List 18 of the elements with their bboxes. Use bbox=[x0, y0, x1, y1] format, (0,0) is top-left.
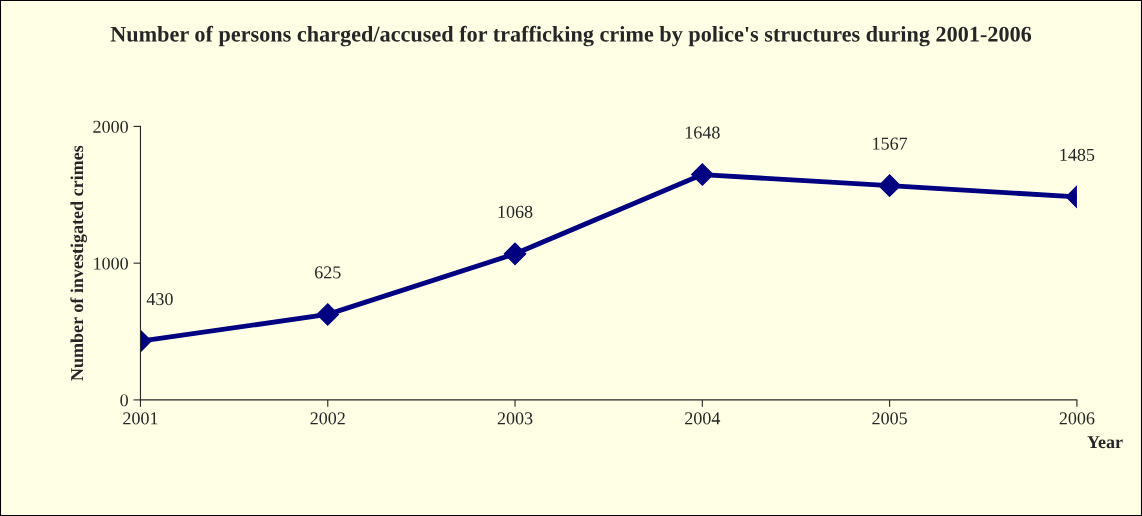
data-label: 1485 bbox=[1060, 148, 1095, 161]
x-tick-label: 2001 bbox=[123, 412, 158, 425]
data-label: 625 bbox=[314, 266, 341, 279]
x-axis-title: Year bbox=[1087, 436, 1123, 449]
x-tick-label: 2005 bbox=[872, 412, 907, 425]
y-tick-label: 2000 bbox=[93, 120, 128, 133]
y-tick-label: 1000 bbox=[94, 257, 128, 270]
data-label: 1648 bbox=[685, 126, 720, 139]
data-label: 1068 bbox=[498, 205, 533, 218]
data-label: 430 bbox=[146, 292, 173, 306]
chart-title: Number of persons charged/accused for trafficking crime by police's structures during 2001-2006 bbox=[110, 25, 1032, 47]
y-tick-label: 0 bbox=[120, 394, 128, 407]
y-axis-title: Number of investigated crimes bbox=[70, 145, 87, 381]
x-tick-label: 2002 bbox=[310, 412, 345, 425]
data-label: 1567 bbox=[873, 137, 908, 150]
x-tick-label: 2006 bbox=[1059, 412, 1095, 425]
x-tick-label: 2003 bbox=[497, 412, 533, 425]
x-tick-label: 2004 bbox=[685, 412, 721, 425]
